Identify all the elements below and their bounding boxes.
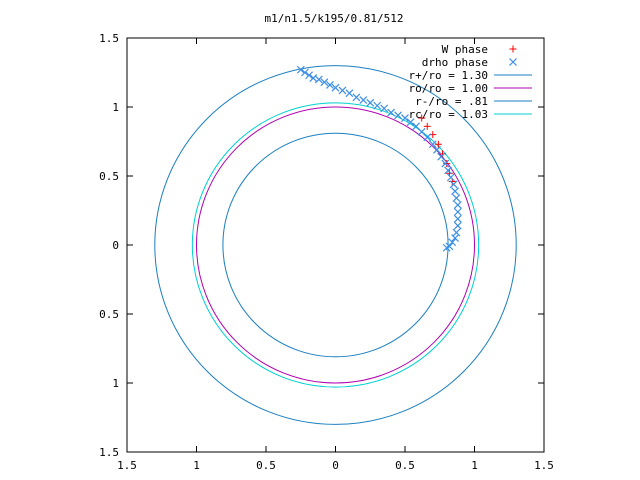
legend-label: ro/ro = 1.00 <box>409 82 488 95</box>
drho-phase-point <box>345 89 354 98</box>
legend-entry: W phase <box>442 43 517 56</box>
legend-entry: rc/ro = 1.03 <box>409 108 532 121</box>
x-tick-label: 0 <box>332 459 339 472</box>
circle-series-5 <box>191 102 480 388</box>
y-tick-label: 1 <box>112 377 119 390</box>
x-tick-label: 1 <box>193 459 200 472</box>
drho-phase-point <box>428 140 437 149</box>
drho-phase-point <box>305 71 314 80</box>
drho-phase-point <box>326 80 334 89</box>
x-tick-label: 0.5 <box>395 459 415 472</box>
w-phase-point <box>443 160 451 168</box>
circle-series-2 <box>154 65 517 425</box>
drho-phase-point <box>401 114 409 122</box>
drho-phase-point <box>442 243 451 252</box>
drho-phase-point <box>296 65 305 74</box>
drho-phase-point <box>423 133 432 142</box>
drho-phase-point <box>366 98 375 107</box>
drho-phase-point <box>446 173 455 182</box>
drho-phase-point <box>453 214 462 223</box>
legend-entry: r-/ro = .81 <box>415 95 532 108</box>
circle-series-3 <box>196 106 475 384</box>
w-phase-point <box>434 140 442 148</box>
legend-entry: r+/ro = 1.30 <box>409 69 532 82</box>
legend-entry: drho phase <box>422 56 517 69</box>
drho-phase-point <box>452 194 461 203</box>
drho-phase-point <box>359 96 368 105</box>
drho-phase-point <box>441 159 450 168</box>
axis-ticks: 1.5 1 0.5 0 0.5 1 1.51.510.500.511.5 <box>99 32 554 472</box>
drho-phase-point <box>451 234 459 243</box>
drho-phase-point <box>453 201 462 209</box>
phase-points <box>296 65 462 252</box>
drho-phase-point <box>406 118 415 127</box>
legend-label: r-/ro = .81 <box>415 95 488 108</box>
drho-phase-point <box>449 180 458 189</box>
legend-label: rc/ro = 1.03 <box>409 108 488 121</box>
drho-phase-point <box>373 101 382 110</box>
y-tick-label: 1 <box>112 101 119 114</box>
drho-phase-point <box>437 152 446 161</box>
x-tick-label: 0.5 <box>256 459 276 472</box>
legend-label: W phase <box>442 43 488 56</box>
legend-label: drho phase <box>422 56 488 69</box>
y-tick-label: 0 <box>112 239 119 252</box>
circle-series-4 <box>222 132 449 358</box>
y-tick-label: 1.5 <box>99 446 119 459</box>
legend-label: r+/ro = 1.30 <box>409 69 488 82</box>
w-phase-point <box>423 122 431 130</box>
y-tick-label: 0.5 <box>99 308 119 321</box>
reference-circles <box>154 65 517 425</box>
drho-phase-point <box>338 86 347 95</box>
x-tick-label: 1.5 <box>117 459 137 472</box>
drho-phase-point <box>331 83 340 92</box>
legend-entry: ro/ro = 1.00 <box>409 82 532 95</box>
chart-title: m1/n1.5/k195/0.81/512 <box>264 12 403 25</box>
drho-phase-point <box>320 78 329 87</box>
drho-phase-point <box>451 187 459 196</box>
drho-phase-point <box>453 207 462 216</box>
y-tick-label: 1.5 <box>99 32 119 45</box>
drho-phase-point <box>394 111 402 120</box>
drho-phase-point <box>352 93 361 102</box>
drho-phase-point <box>453 221 462 230</box>
y-tick-label: 0.5 <box>99 170 119 183</box>
x-tick-label: 1.5 <box>534 459 554 472</box>
w-phase-point <box>439 150 447 158</box>
drho-phase-point <box>300 68 309 77</box>
drho-phase-point <box>433 145 441 154</box>
w-phase-point <box>418 114 426 122</box>
x-tick-label: 1 <box>471 459 478 472</box>
drho-phase-point <box>314 75 323 84</box>
drho-phase-point <box>387 108 396 117</box>
drho-phase-point <box>380 104 389 113</box>
drho-phase-point <box>444 166 453 175</box>
